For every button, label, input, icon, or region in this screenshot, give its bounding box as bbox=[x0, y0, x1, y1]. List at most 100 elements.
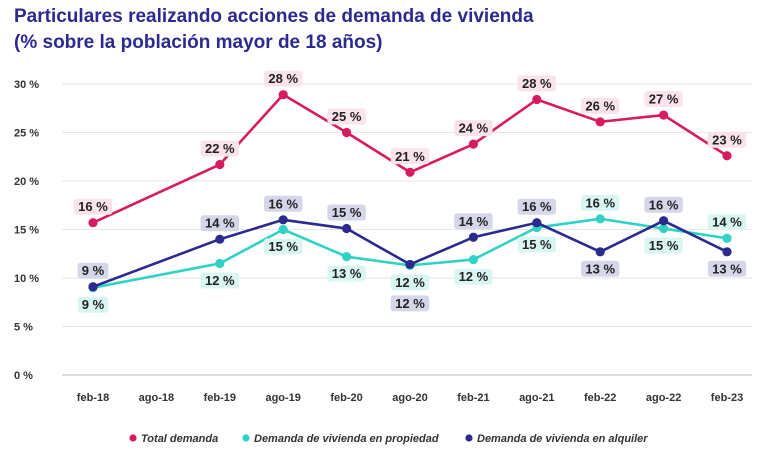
data-label-total: 25 % bbox=[332, 109, 362, 124]
series-line-alquiler bbox=[92, 218, 728, 288]
legend-label-alquiler: Demanda de vivienda en alquiler bbox=[477, 433, 648, 445]
data-label-bg-propiedad bbox=[200, 272, 239, 289]
data-point-total bbox=[722, 151, 732, 161]
data-label-bg-propiedad bbox=[390, 274, 430, 291]
data-label-bg-propiedad bbox=[327, 265, 366, 282]
data-label-propiedad: 14 % bbox=[712, 215, 742, 230]
data-label-alquiler: 13 % bbox=[585, 261, 615, 276]
data-label-propiedad: 12 % bbox=[205, 273, 235, 288]
data-point-propiedad bbox=[468, 254, 478, 265]
data-point-total bbox=[659, 110, 669, 120]
data-point-total bbox=[342, 127, 352, 138]
data-label-bg-alquiler bbox=[390, 295, 430, 312]
x-axis-ticks: feb-18 ago-18 feb-19 ago-19 feb-20 ago-20 feb-… bbox=[77, 392, 743, 404]
data-label-bg-total bbox=[200, 140, 239, 157]
data-label-alquiler: 14 % bbox=[459, 214, 489, 229]
data-point-total bbox=[595, 117, 605, 127]
data-point-total bbox=[88, 218, 98, 228]
x-tick-label: feb-21 bbox=[457, 392, 489, 404]
gridlines bbox=[62, 83, 752, 376]
data-label-total: 28 % bbox=[522, 76, 552, 91]
data-label-propiedad: 15 % bbox=[268, 239, 298, 254]
data-label-bg-propiedad bbox=[454, 268, 493, 285]
series-lines bbox=[88, 90, 732, 293]
data-label-bg-alquiler bbox=[707, 260, 747, 277]
data-label-alquiler: 16 % bbox=[522, 199, 552, 214]
data-label-propiedad: 16 % bbox=[585, 195, 615, 210]
data-label-propiedad: 15 % bbox=[522, 237, 552, 252]
data-label-bg-total bbox=[454, 120, 493, 137]
y-tick-label: 5 % bbox=[14, 322, 33, 334]
data-label-propiedad: 12 % bbox=[459, 269, 489, 284]
data-label-propiedad: 9 % bbox=[82, 297, 105, 312]
data-point-propiedad bbox=[595, 214, 605, 224]
data-label-bg-total bbox=[390, 148, 430, 165]
x-tick-label: feb-20 bbox=[330, 392, 362, 404]
data-label-bg-total bbox=[581, 97, 620, 114]
data-label-alquiler: 13 % bbox=[712, 261, 742, 276]
data-label-propiedad: 12 % bbox=[395, 275, 425, 290]
legend: Total demanda Demanda de vivienda en prop… bbox=[129, 433, 648, 445]
data-point-alquiler bbox=[405, 259, 415, 270]
data-label-total: 23 % bbox=[712, 132, 742, 147]
data-point-alquiler bbox=[88, 282, 98, 292]
data-point-propiedad bbox=[722, 233, 732, 243]
y-tick-label: 30 % bbox=[14, 79, 39, 91]
data-labels: 16 % 22 % 28 % 25 % 21 % 24 % 28 % 26 % 27 % 23 %… bbox=[73, 70, 747, 313]
x-tick-label: feb-22 bbox=[584, 392, 616, 404]
data-point-alquiler bbox=[278, 215, 288, 225]
x-tick-label: ago-21 bbox=[519, 392, 554, 404]
series-line-total bbox=[92, 93, 728, 224]
data-label-bg-alquiler bbox=[581, 260, 620, 277]
data-label-alquiler: 16 % bbox=[268, 196, 298, 211]
data-label-bg-total bbox=[644, 91, 683, 108]
data-point-alquiler bbox=[468, 232, 478, 242]
data-label-bg-alquiler bbox=[327, 204, 366, 221]
data-label-bg-propiedad bbox=[517, 236, 556, 253]
data-point-alquiler bbox=[215, 234, 225, 244]
data-label-bg-total bbox=[707, 131, 747, 148]
y-axis-ticks: 0 % 5 % 10 % 15 % 20 % 25 % 30 % bbox=[14, 79, 39, 382]
y-tick-label: 25 % bbox=[14, 128, 39, 140]
data-point-total bbox=[215, 159, 225, 170]
data-label-total: 27 % bbox=[649, 92, 679, 107]
data-label-bg-alquiler bbox=[644, 196, 683, 213]
chart-title-line1: Particulares realizando acciones de dema… bbox=[14, 6, 534, 27]
data-label-bg-alquiler bbox=[454, 213, 493, 230]
data-point-propiedad bbox=[215, 258, 225, 269]
data-point-alquiler bbox=[722, 247, 732, 257]
x-tick-label: feb-23 bbox=[711, 392, 743, 404]
x-tick-label: ago-22 bbox=[646, 392, 681, 404]
data-label-alquiler: 12 % bbox=[395, 296, 425, 311]
legend-marker-propiedad bbox=[242, 434, 250, 442]
x-tick-label: ago-20 bbox=[392, 392, 427, 404]
data-label-bg-propiedad bbox=[644, 237, 683, 254]
data-label-alquiler: 16 % bbox=[649, 197, 679, 212]
data-label-bg-total bbox=[73, 198, 113, 215]
legend-label-total: Total demanda bbox=[141, 433, 218, 445]
data-point-alquiler bbox=[595, 247, 605, 257]
data-label-bg-propiedad bbox=[581, 194, 620, 211]
data-label-total: 26 % bbox=[585, 98, 615, 113]
chart-title-line2: (% sobre la población mayor de 18 años) bbox=[14, 32, 383, 53]
data-point-propiedad bbox=[342, 252, 352, 262]
data-label-total: 22 % bbox=[205, 141, 235, 156]
data-label-bg-propiedad bbox=[707, 214, 747, 231]
data-label-alquiler: 15 % bbox=[332, 205, 362, 220]
x-tick-label: ago-19 bbox=[265, 392, 300, 404]
legend-label-propiedad: Demanda de vivienda en propiedad bbox=[254, 433, 439, 445]
data-point-alquiler bbox=[659, 216, 669, 226]
data-point-alquiler bbox=[532, 218, 542, 228]
data-label-bg-propiedad bbox=[77, 296, 109, 313]
data-label-alquiler: 9 % bbox=[82, 263, 105, 278]
data-label-bg-total bbox=[327, 108, 366, 125]
data-point-total bbox=[532, 94, 542, 105]
data-label-total: 28 % bbox=[268, 71, 298, 86]
y-tick-label: 0 % bbox=[14, 370, 33, 382]
data-label-alquiler: 14 % bbox=[205, 216, 235, 231]
legend-marker-total bbox=[129, 434, 137, 442]
data-point-alquiler bbox=[342, 223, 352, 234]
data-label-total: 16 % bbox=[78, 199, 108, 214]
